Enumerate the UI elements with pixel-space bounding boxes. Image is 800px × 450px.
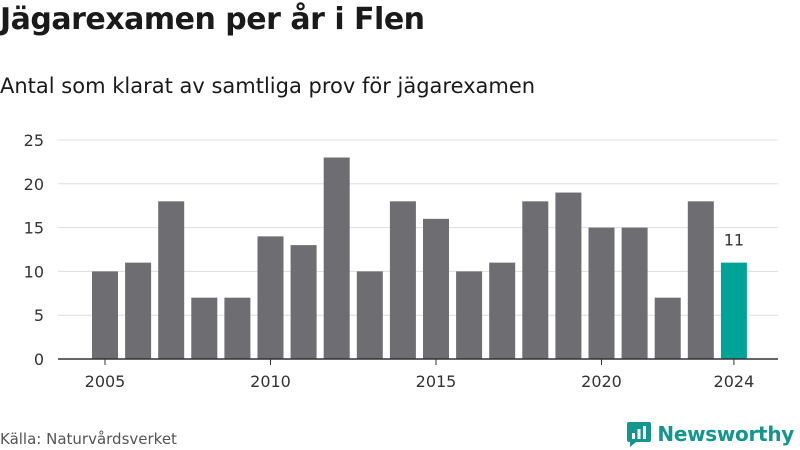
bar-2018 <box>522 201 549 359</box>
bar-2013 <box>356 271 383 359</box>
bar-2021 <box>621 227 648 359</box>
y-tick-label: 10 <box>24 262 44 281</box>
bar-chart: 0 5 10 15 20 25 2005 2010 2015 2020 2024 11 <box>24 131 778 391</box>
bar-2019 <box>555 192 582 359</box>
bar-2008 <box>191 297 218 359</box>
brand-name: Newsworthy <box>657 422 794 446</box>
bar-2016 <box>456 271 483 359</box>
data-label-highlight: 11 <box>724 231 744 250</box>
y-tick-label: 15 <box>24 219 44 238</box>
x-tick-label: 2024 <box>714 372 755 391</box>
bar-2006 <box>125 262 152 359</box>
source-note: Källa: Naturvårdsverket <box>0 430 177 448</box>
brand-logo: Newsworthy <box>626 420 794 448</box>
bar-2007 <box>158 201 185 359</box>
bar-2010 <box>257 236 284 359</box>
y-tick-label: 25 <box>24 131 44 150</box>
bar-2020 <box>588 227 615 359</box>
y-tick-label: 0 <box>34 350 44 369</box>
bar-2005 <box>92 271 118 359</box>
y-tick-label: 20 <box>24 175 44 194</box>
page-title: Jägarexamen per år i Flen <box>0 2 425 37</box>
x-tick-label: 2020 <box>581 372 622 391</box>
y-tick-label: 5 <box>34 306 44 325</box>
bar-2012 <box>323 157 350 359</box>
page-subtitle: Antal som klarat av samtliga prov för jä… <box>0 74 536 98</box>
x-tick-label: 2010 <box>250 372 291 391</box>
bar-2015 <box>423 218 449 359</box>
x-tick-label: 2005 <box>85 372 126 391</box>
bar-2017 <box>489 262 516 359</box>
x-tick-label: 2015 <box>416 372 457 391</box>
bar-2014 <box>389 201 416 359</box>
bar-2011 <box>290 245 317 359</box>
x-axis-ticks: 2005 2010 2015 2020 2024 <box>85 359 755 391</box>
bars <box>92 157 747 359</box>
y-axis-labels: 0 5 10 15 20 25 <box>24 131 44 369</box>
bar-2023 <box>687 201 714 359</box>
newsworthy-logo-icon <box>627 422 652 447</box>
annotations: 11 <box>724 231 744 250</box>
bar-2024 <box>720 262 747 359</box>
bar-2022 <box>654 297 681 359</box>
bar-2009 <box>224 297 251 359</box>
